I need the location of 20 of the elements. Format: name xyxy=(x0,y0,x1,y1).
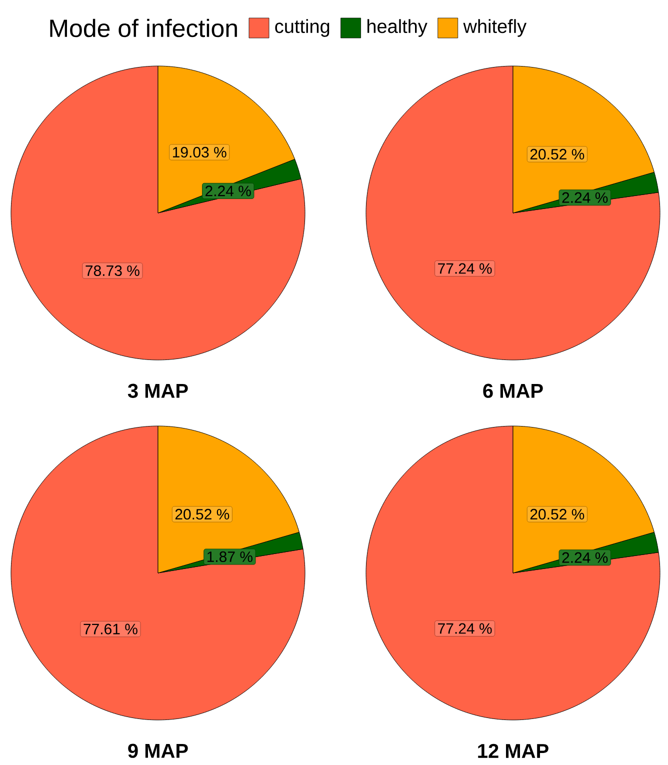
legend-label: cutting xyxy=(275,19,330,37)
data-label: 20.52 % xyxy=(530,508,584,520)
data-label: 77.61 % xyxy=(84,624,138,634)
data-label: 77.24 % xyxy=(438,623,492,634)
legend-label: whitefly xyxy=(463,19,527,37)
data-label: 1.87 % xyxy=(207,551,252,562)
text: 3 MAP xyxy=(128,384,188,398)
text: 6 MAP xyxy=(483,384,543,398)
data-label: 78.73 % xyxy=(86,265,140,276)
data-label: 2.24 % xyxy=(562,192,608,203)
data-label: 2.24 % xyxy=(562,552,608,563)
text: 9 MAP xyxy=(128,744,188,758)
legend-title: Mode of infection xyxy=(50,18,237,38)
data-label: 20.52 % xyxy=(530,148,584,160)
data-label: 20.52 % xyxy=(175,508,230,520)
data-label: 77.24 % xyxy=(438,263,492,274)
data-label: 19.03 % xyxy=(172,146,226,158)
text: 12 MAP xyxy=(478,744,548,758)
legend-label: healthy xyxy=(367,19,428,37)
data-label: 2.24 % xyxy=(206,186,251,196)
